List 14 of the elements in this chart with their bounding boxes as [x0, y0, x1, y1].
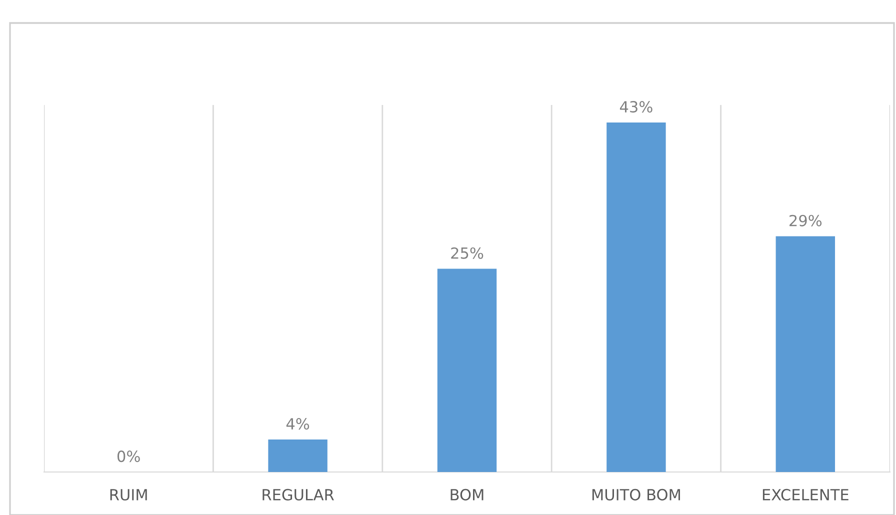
bar	[606, 122, 666, 472]
x-tick-label: BOM	[450, 488, 484, 500]
x-tick-label: RUIM	[110, 489, 147, 500]
data-label: 0%	[117, 450, 140, 462]
data-label: 4%	[286, 418, 310, 430]
bar	[776, 236, 836, 472]
bar	[268, 439, 328, 472]
data-label: 43%	[620, 101, 652, 113]
x-tick-label: MUITO BOM	[592, 488, 680, 500]
data-label: 25%	[451, 247, 484, 259]
data-label: 29%	[790, 214, 822, 226]
bar	[437, 268, 497, 472]
x-tick-label: EXCELENTE	[762, 488, 848, 500]
x-tick-label: REGULAR	[262, 488, 334, 500]
